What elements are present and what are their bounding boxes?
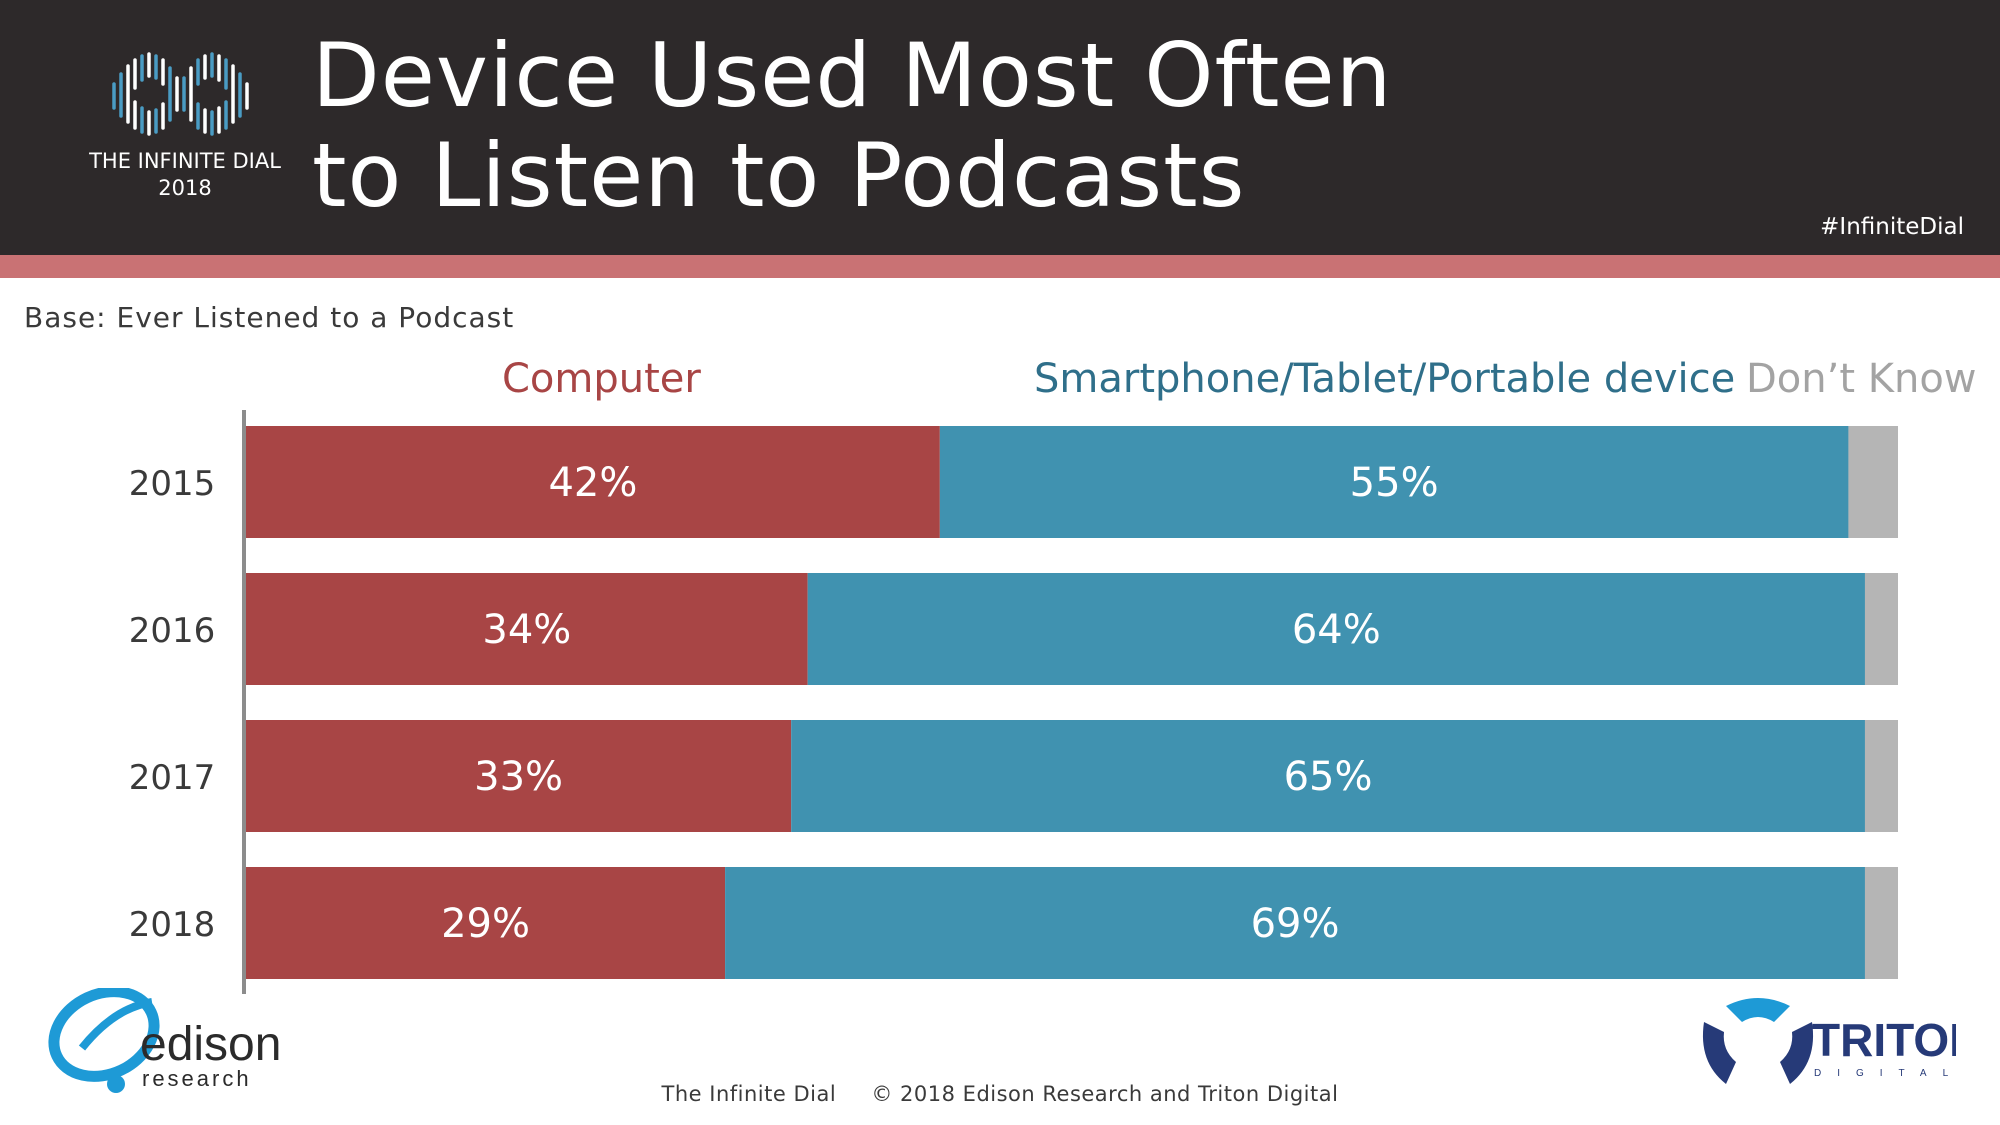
legend-computer: Computer [502, 356, 701, 402]
bar-don-t-know-2016 [1864, 573, 1898, 685]
footer: The Infinite Dial © 2018 Edison Research… [0, 1082, 2000, 1106]
bar-smartphone-tablet-portable-device-2016 [807, 573, 1865, 685]
hashtag: #InfiniteDial [1820, 214, 1964, 240]
data-label-computer-2017: 33% [474, 754, 563, 800]
bar-computer-2016 [246, 573, 808, 685]
base-note: Base: Ever Listened to a Podcast [24, 301, 515, 334]
logo-caption-name: THE INFINITE DIAL [89, 149, 281, 173]
triton-logo-name: TRITON [1812, 1014, 1956, 1066]
data-label-smartphone-tablet-portable-device-2017: 65% [1284, 754, 1373, 800]
bar-smartphone-tablet-portable-device-2017 [791, 720, 1865, 832]
footer-title: The Infinite Dial [661, 1082, 837, 1106]
logo-caption: THE INFINITE DIAL 2018 [70, 148, 300, 202]
category-label-2017: 2017 [129, 758, 216, 798]
bar-don-t-know-2018 [1864, 867, 1898, 979]
bar-don-t-know-2015 [1848, 426, 1898, 538]
category-label-2015: 2015 [129, 464, 216, 504]
infinite-dial-logo-icon [112, 52, 249, 136]
page-title: Device Used Most Often to Listen to Podc… [312, 26, 1392, 226]
bar-computer-2015 [246, 426, 940, 538]
legend-dont-know: Don’t Know [1746, 356, 1977, 402]
data-label-smartphone-tablet-portable-device-2016: 64% [1292, 607, 1381, 653]
legend-smartphone: Smartphone/Tablet/Portable device [1034, 356, 1736, 402]
data-label-computer-2016: 34% [482, 607, 571, 653]
data-label-computer-2018: 29% [441, 901, 530, 947]
triton-logo-sub: DIGITAL [1814, 1068, 1956, 1079]
bar-don-t-know-2017 [1864, 720, 1898, 832]
edison-research-logo-icon: edison research [48, 988, 281, 1093]
accent-stripe [0, 255, 2000, 278]
data-label-smartphone-tablet-portable-device-2015: 55% [1350, 460, 1439, 506]
category-label-2018: 2018 [129, 905, 216, 945]
logo-caption-year: 2018 [158, 176, 212, 200]
bar-smartphone-tablet-portable-device-2018 [725, 867, 1865, 979]
bar-smartphone-tablet-portable-device-2015 [939, 426, 1849, 538]
edison-logo-sub: research [142, 1066, 252, 1091]
header-banner: THE INFINITE DIAL 2018 Device Used Most … [0, 0, 2000, 255]
page-title-line-2: to Listen to Podcasts [312, 124, 1246, 227]
category-label-2016: 2016 [129, 611, 216, 651]
footer-copyright: © 2018 Edison Research and Triton Digita… [871, 1082, 1339, 1106]
edison-logo-name: edison [140, 1018, 281, 1071]
page-title-line-1: Device Used Most Often [312, 24, 1393, 127]
bar-computer-2017 [246, 720, 792, 832]
data-label-computer-2015: 42% [548, 460, 637, 506]
bar-computer-2018 [246, 867, 726, 979]
stacked-bar-chart: 2015 42% 55% 2016 34% 64% 2017 33% 65% 2018 29% 69% [129, 410, 1898, 994]
triton-digital-logo-icon: TRITON DIGITAL [1702, 998, 1956, 1084]
data-label-smartphone-tablet-portable-device-2018: 69% [1251, 901, 1340, 947]
